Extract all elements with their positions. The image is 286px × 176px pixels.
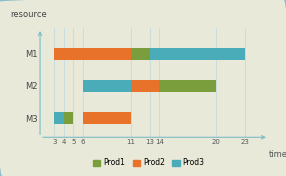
X-axis label: time: time (269, 150, 286, 159)
Text: resource: resource (10, 10, 47, 19)
Bar (83, 112, 131, 124)
Bar (64, 112, 74, 124)
Bar (131, 48, 150, 60)
Bar (150, 48, 245, 60)
Bar (54, 112, 64, 124)
Bar (159, 80, 217, 92)
Bar (83, 80, 131, 92)
Bar (131, 80, 159, 92)
Legend: Prod1, Prod2, Prod3: Prod1, Prod2, Prod3 (90, 155, 208, 170)
Bar (54, 48, 131, 60)
